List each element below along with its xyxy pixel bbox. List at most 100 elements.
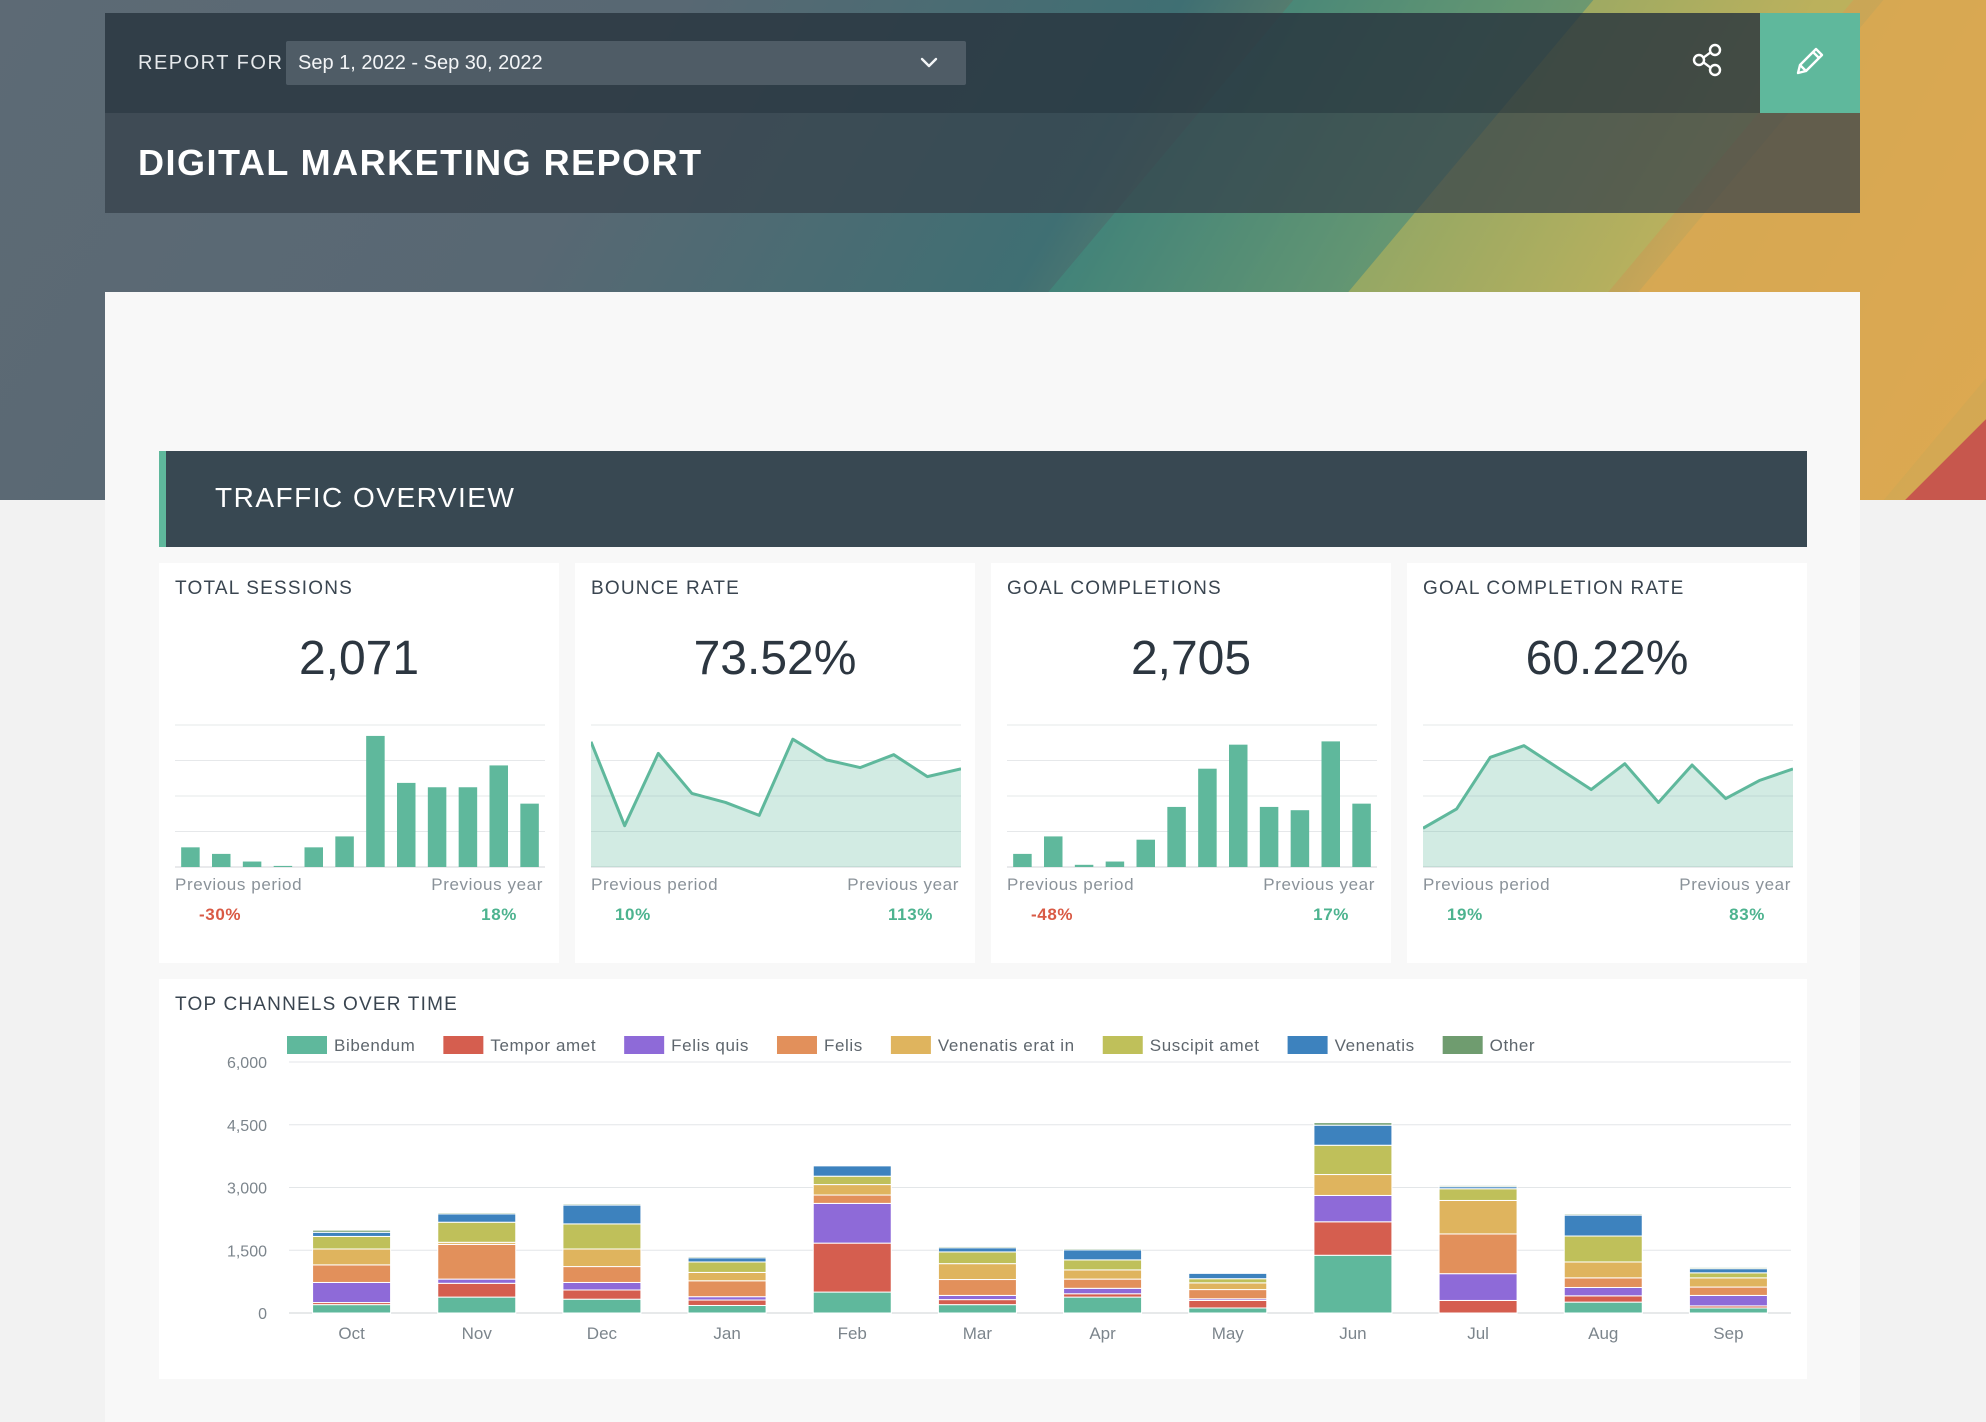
kpi-value: 60.22% <box>1525 632 1689 685</box>
spark-bar <box>304 847 323 867</box>
spark-bar <box>1167 806 1186 867</box>
legend-swatch <box>1287 1036 1328 1054</box>
section-header <box>159 451 1807 547</box>
stacked-bar-segment <box>437 1221 517 1243</box>
title-bar <box>105 113 1860 213</box>
stacked-bar-segment <box>687 1304 767 1314</box>
stacked-bar-segment <box>562 1289 642 1300</box>
stacked-bar-segment <box>937 1279 1017 1296</box>
legend-label: Bibendum <box>334 1036 415 1055</box>
stacked-bar-segment <box>1313 1194 1393 1223</box>
spark-bar <box>397 782 416 867</box>
spark-bar <box>181 847 200 867</box>
stacked-bar-segment <box>687 1271 767 1282</box>
spark-bar <box>1321 741 1340 867</box>
spark-bar <box>1074 864 1094 867</box>
edit-button[interactable] <box>1760 13 1860 113</box>
legend-label: Felis quis <box>671 1036 749 1055</box>
stacked-bar-segment <box>1313 1254 1393 1314</box>
stacked-bar-segment <box>437 1213 517 1223</box>
share-icon <box>1691 43 1725 82</box>
spark-bar <box>1259 806 1279 867</box>
date-range-select[interactable]: Sep 1, 2022 - Sep 30, 2022 <box>286 41 966 85</box>
legend-swatch <box>443 1036 484 1054</box>
stacked-bar-segment <box>812 1175 892 1186</box>
x-tick-label: Aug <box>1588 1324 1618 1343</box>
stacked-bar-segment <box>562 1204 642 1225</box>
stacked-bar-segment <box>1688 1272 1768 1279</box>
stacked-bar-segment <box>1438 1273 1518 1301</box>
kpi-label: TOTAL SESSIONS <box>175 578 353 599</box>
chart-title: TOP CHANNELS OVER TIME <box>175 994 458 1015</box>
previous-year-value: 17% <box>1313 905 1349 924</box>
share-button[interactable] <box>1688 42 1728 82</box>
stacked-bar-segment <box>1313 1221 1393 1256</box>
stacked-bar-segment <box>437 1278 517 1284</box>
bounce-rate-sparkline <box>591 724 961 868</box>
stacked-bar-segment <box>1063 1287 1143 1295</box>
legend-label: Venenatis erat in <box>938 1036 1075 1055</box>
previous-period-label: Previous period <box>175 875 303 894</box>
y-tick-label: 4,500 <box>227 1118 267 1135</box>
stacked-bar-segment <box>1313 1124 1393 1146</box>
page-title: DIGITAL MARKETING REPORT <box>138 142 703 183</box>
kpi-label: BOUNCE RATE <box>591 578 741 599</box>
stacked-bar-segment <box>312 1248 392 1266</box>
kpi-card-goal-completion-rate: GOAL COMPLETION RATE 60.22% Previous per… <box>1407 563 1807 963</box>
spark-bar <box>458 787 478 867</box>
stacked-bar-segment <box>1563 1295 1643 1303</box>
stacked-bar-segment <box>812 1164 892 1167</box>
stacked-bar-segment <box>1063 1259 1143 1271</box>
stacked-bar-segment <box>1313 1122 1393 1126</box>
stacked-bar-segment <box>687 1280 767 1298</box>
stacked-bar-segment <box>1438 1199 1518 1235</box>
stacked-bar-segment <box>1438 1188 1518 1201</box>
x-tick-label: Dec <box>587 1324 618 1343</box>
previous-year-label: Previous year <box>1679 875 1791 894</box>
sessions-sparkline <box>175 724 545 868</box>
previous-year-label: Previous year <box>847 875 959 894</box>
legend-swatch <box>1442 1036 1483 1054</box>
stacked-bar-segment <box>937 1304 1017 1314</box>
spark-bar <box>1013 853 1032 867</box>
report-for-label: REPORT FOR <box>138 52 284 74</box>
stacked-bar-segment <box>1688 1286 1768 1296</box>
stacked-bar-segment <box>1688 1294 1768 1307</box>
x-tick-label: Nov <box>462 1324 493 1343</box>
stacked-bar-segment <box>687 1261 767 1273</box>
spark-bar <box>1229 744 1248 867</box>
stacked-bar-segment <box>312 1304 392 1314</box>
goal-completion-rate-sparkline <box>1423 724 1793 868</box>
x-tick-label: Mar <box>963 1324 993 1343</box>
kpi-value: 2,705 <box>1130 632 1252 685</box>
top-channels-card: TOP CHANNELS OVER TIME 0 1,500 3,000 4,500 6… <box>159 979 1807 1379</box>
stacked-bar-segment <box>312 1231 392 1237</box>
chevron-down-icon <box>918 51 940 78</box>
stacked-bar-segment <box>687 1296 767 1301</box>
stacked-bar-segment <box>812 1165 892 1177</box>
x-tick-label: Jan <box>713 1324 740 1343</box>
stacked-bar-segment <box>562 1248 642 1268</box>
spark-bar <box>1352 803 1371 867</box>
kpi-card-bounce-rate: BOUNCE RATE 73.52% Previous period Previ… <box>575 563 975 963</box>
previous-period-label: Previous period <box>1007 875 1135 894</box>
stacked-bar-segment <box>1188 1289 1268 1300</box>
spark-bar <box>242 861 262 867</box>
stacked-bar-segment <box>1063 1293 1143 1298</box>
stacked-bar-segment <box>937 1294 1017 1301</box>
x-tick-label: Jun <box>1339 1324 1366 1343</box>
stacked-bar-segment <box>1563 1277 1643 1288</box>
date-range-value: Sep 1, 2022 - Sep 30, 2022 <box>298 51 543 74</box>
stacked-bar-segment <box>812 1184 892 1196</box>
stacked-bar-segment <box>1688 1266 1768 1270</box>
stacked-bar-segment <box>1563 1286 1643 1297</box>
x-tick-label: May <box>1212 1324 1245 1343</box>
kpi-value: 2,071 <box>298 632 420 685</box>
stacked-bar-segment <box>687 1256 767 1259</box>
stacked-bar-segment <box>812 1242 892 1293</box>
x-tick-label: Feb <box>838 1324 867 1343</box>
spark-bar <box>335 836 354 867</box>
stacked-bar-segment <box>937 1299 1017 1306</box>
section-title: TRAFFIC OVERVIEW <box>215 482 516 513</box>
stacked-bar-segment <box>437 1282 517 1298</box>
